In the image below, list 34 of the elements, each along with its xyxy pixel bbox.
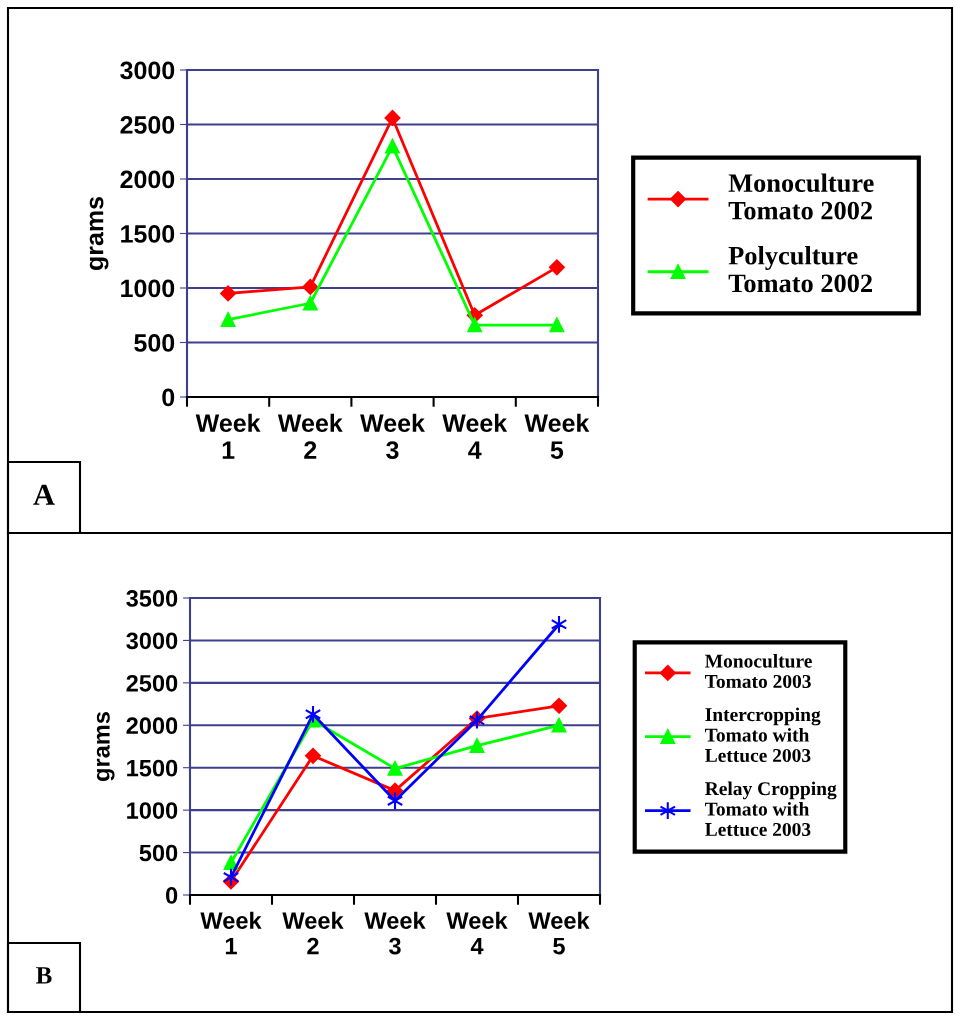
legend-label: Relay Cropping Tomato with Lettuce 2003 bbox=[705, 781, 837, 837]
y-tick-label: 0 bbox=[162, 388, 175, 407]
x-tick-label: Week 1 bbox=[195, 413, 261, 459]
x-tick-label: Week 4 bbox=[442, 413, 508, 459]
x-tick-label: Week 2 bbox=[282, 911, 344, 955]
x-tick-label: Week 5 bbox=[528, 911, 590, 955]
legend-label: Monoculture Tomato 2002 bbox=[728, 173, 874, 220]
y-tick-label: 1000 bbox=[121, 279, 175, 298]
y-tick-label: 3000 bbox=[120, 61, 175, 80]
x-tick-label: Week 2 bbox=[277, 413, 343, 459]
text: B bbox=[36, 967, 52, 984]
y-tick-label: 1500 bbox=[127, 759, 178, 777]
y-tick-label: 2000 bbox=[120, 170, 175, 189]
legend-label: Intercropping Tomato with Lettuce 2003 bbox=[705, 707, 821, 763]
x-tick-label: Week 4 bbox=[446, 911, 508, 955]
x-tick-label: Week 1 bbox=[200, 911, 262, 955]
x-tick-label: Week 3 bbox=[364, 911, 426, 955]
y-tick-label: 1000 bbox=[127, 802, 178, 819]
y-tick-label: 1500 bbox=[121, 225, 175, 243]
legend-label: Polyculture Tomato 2002 bbox=[728, 246, 872, 293]
y-axis-title: grams bbox=[96, 712, 115, 781]
legend-label: Monoculture Tomato 2003 bbox=[705, 654, 812, 689]
y-tick-label: 500 bbox=[139, 844, 178, 862]
y-tick-label: 500 bbox=[134, 334, 175, 352]
y-tick-label: 0 bbox=[166, 887, 178, 904]
y-tick-label: 2500 bbox=[120, 116, 175, 134]
text: A bbox=[33, 484, 55, 505]
y-tick-label: 2000 bbox=[126, 717, 178, 735]
y-tick-label: 2500 bbox=[126, 674, 178, 692]
y-tick-label: 3500 bbox=[126, 590, 178, 607]
x-tick-label: Week 3 bbox=[360, 413, 425, 459]
x-tick-label: Week 5 bbox=[524, 413, 590, 459]
y-tick-label: 3000 bbox=[126, 632, 178, 650]
y-axis-title: grams bbox=[89, 197, 109, 270]
